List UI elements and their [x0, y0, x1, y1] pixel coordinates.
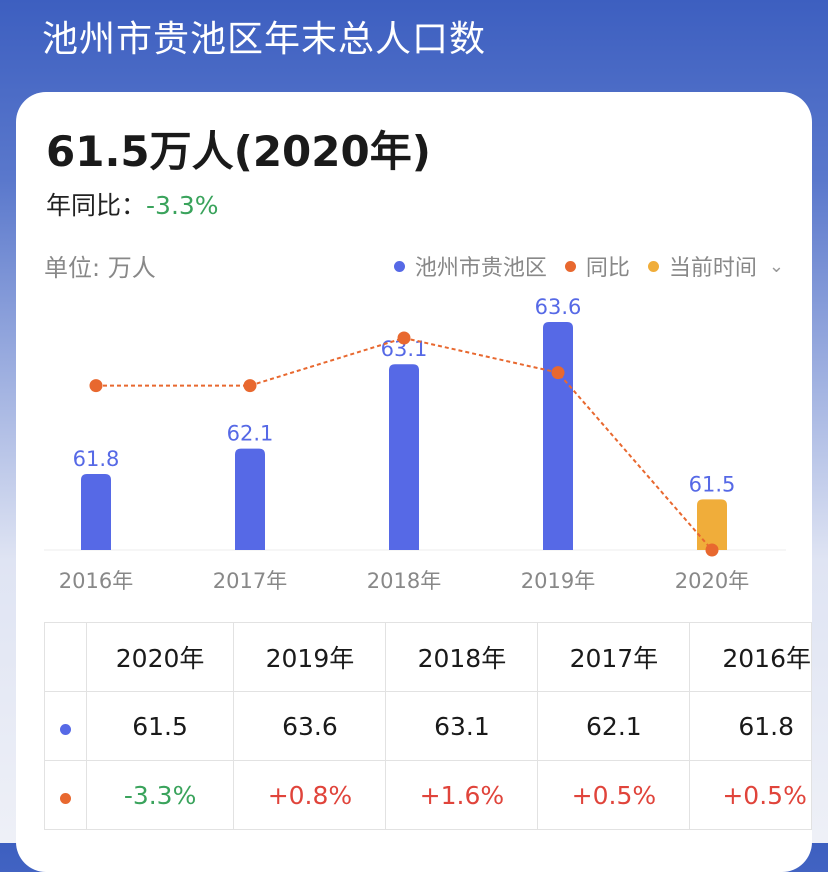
- x-tick-label: 2016年: [59, 569, 133, 593]
- table-cell: 61.8: [689, 691, 812, 761]
- table-corner-cell: [44, 622, 87, 692]
- table-header-cell: 2019年: [233, 622, 387, 692]
- table-cell: +0.5%: [689, 760, 812, 830]
- yoy-value: -3.3%: [146, 191, 219, 220]
- table-cell: 61.5: [85, 691, 235, 761]
- bar: [543, 322, 573, 550]
- row-marker-cell: [44, 760, 87, 830]
- data-label: 61.8: [73, 447, 120, 471]
- table-cell: 63.6: [233, 691, 387, 761]
- table-cell: -3.3%: [85, 760, 235, 830]
- page-title: 池州市贵池区年末总人口数: [42, 19, 487, 60]
- bar-line-chart: 61.82016年62.12017年63.12018年63.62019年61.5…: [44, 295, 786, 593]
- row-marker-district: [59, 723, 71, 735]
- yoy-point: [397, 331, 411, 345]
- table-header-cell: 2017年: [537, 622, 691, 692]
- data-label: 61.5: [689, 472, 736, 496]
- stats-card: 61.5万人(2020年) 年同比：-3.3% 单位: 万人 池州市贵池区 同比…: [16, 92, 812, 872]
- legend-item-yoy[interactable]: 同比: [564, 250, 630, 282]
- table-cell: +0.8%: [233, 760, 387, 830]
- table-row: -3.3% +0.8% +1.6% +0.5% +0.5%: [44, 760, 812, 830]
- headline-value: 61.5万人(2020年): [46, 127, 431, 176]
- table-header-cell: 2016年: [689, 622, 812, 692]
- bar: [235, 448, 265, 550]
- data-label: 63.6: [535, 295, 582, 319]
- x-tick-label: 2018年: [367, 569, 441, 593]
- legend-label-district: 池州市贵池区: [414, 256, 547, 281]
- legend-marker-district: [393, 260, 405, 272]
- yoy-point: [551, 366, 565, 380]
- legend-label-yoy: 同比: [585, 256, 630, 281]
- row-marker-yoy: [59, 792, 71, 804]
- chart-legend: 池州市贵池区 同比 当前时间 ⌄: [376, 250, 784, 282]
- table-header-row: 2020年 2019年 2018年 2017年 2016年: [44, 622, 812, 692]
- table-cell: 62.1: [537, 691, 691, 761]
- yoy-point: [705, 543, 719, 557]
- legend-item-district[interactable]: 池州市贵池区: [393, 250, 547, 282]
- table-header-cell: 2018年: [385, 622, 539, 692]
- legend-marker-current: [647, 260, 659, 272]
- bar: [389, 364, 419, 550]
- data-table: 2020年 2019年 2018年 2017年 2016年 61.5 63.6 …: [44, 622, 812, 830]
- table-row: 61.5 63.6 63.1 62.1 61.8: [44, 691, 812, 761]
- data-label: 62.1: [227, 422, 274, 446]
- table-cell: +1.6%: [385, 760, 539, 830]
- legend-label-current: 当前时间: [668, 256, 757, 281]
- table-cell: 63.1: [385, 691, 539, 761]
- yoy-point: [243, 379, 257, 393]
- table-cell: +0.5%: [537, 760, 691, 830]
- unit-label: 单位: 万人: [44, 254, 156, 282]
- table-header-cell: 2020年: [85, 622, 235, 692]
- legend-item-current[interactable]: 当前时间 ⌄: [647, 250, 784, 282]
- yoy-point: [89, 379, 103, 393]
- x-tick-label: 2017年: [213, 569, 287, 593]
- bar: [697, 499, 727, 550]
- row-marker-cell: [44, 691, 87, 761]
- x-tick-label: 2019年: [521, 569, 595, 593]
- chevron-down-icon[interactable]: ⌄: [768, 255, 784, 277]
- x-tick-label: 2020年: [675, 569, 749, 593]
- legend-marker-yoy: [564, 260, 576, 272]
- yoy-summary: 年同比：-3.3%: [46, 186, 219, 222]
- bar: [81, 474, 111, 550]
- yoy-label: 年同比：: [46, 191, 147, 220]
